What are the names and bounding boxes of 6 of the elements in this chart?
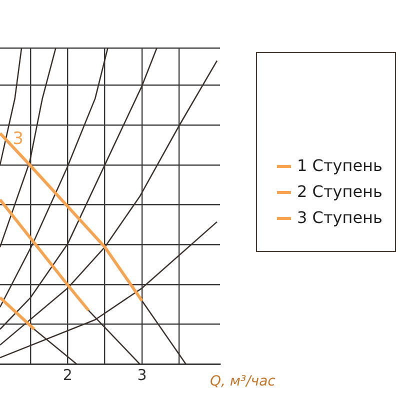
legend-label: 2 Ступень [297, 181, 382, 203]
x-tick-label: 2 [62, 366, 72, 384]
legend-label: 1 Ступень [297, 155, 382, 177]
legend-label: 3 Ступень [297, 207, 382, 229]
x-axis-title: Q, м³/час [210, 374, 276, 390]
annotation: 3 [12, 129, 24, 150]
